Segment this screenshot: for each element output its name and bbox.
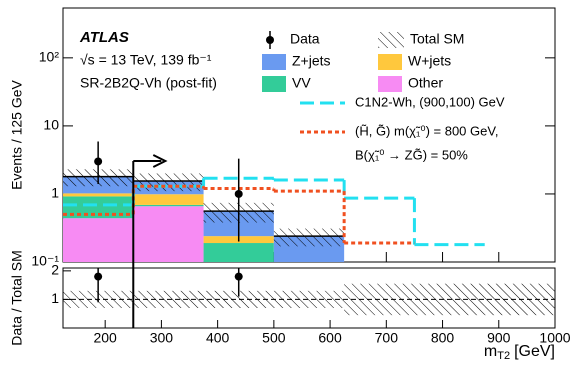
x-tick-label: 800	[431, 330, 455, 346]
legend-label: B(χ̃₁⁰ → ZG̃) = 50%	[355, 147, 468, 162]
y-tick-label: 1	[51, 185, 59, 201]
legend-marker	[378, 54, 402, 70]
y-tick-label: 10	[43, 117, 59, 133]
legend-label: C1N2-Wh, (900,100) GeV	[355, 94, 505, 109]
stack-segment	[63, 193, 134, 197]
data-point	[94, 157, 103, 166]
energy-label: √s = 13 TeV, 139 fb⁻¹	[80, 52, 212, 68]
data-point	[234, 272, 243, 281]
ratio-uncertainty	[273, 290, 345, 308]
x-tick-label: 1000	[539, 330, 570, 346]
y-tick-label: 10⁻¹	[31, 253, 59, 269]
y-tick-label: 10²	[39, 49, 60, 65]
x-label-main: m	[484, 343, 497, 360]
legend-marker	[378, 76, 402, 92]
stack-segment	[133, 194, 204, 205]
y-tick-label: 2	[51, 262, 59, 278]
stack-segment	[63, 196, 134, 219]
experiment-label: ATLAS	[79, 29, 129, 46]
x-tick-label: 300	[150, 330, 174, 346]
stack-segment	[133, 206, 204, 262]
stack-segment	[63, 218, 134, 262]
legend-label: W+jets	[408, 53, 451, 69]
legend-label: Total SM	[410, 31, 464, 47]
y-axis-label: Events / 125 GeV	[9, 79, 25, 189]
legend-marker	[262, 76, 286, 92]
x-label-unit: [GeV]	[514, 343, 555, 360]
sm-uncertainty	[273, 228, 345, 247]
cut-arrowhead	[152, 154, 168, 168]
stack-segment	[133, 204, 204, 207]
x-label-sub: T2	[497, 350, 510, 362]
x-tick-label: 500	[262, 330, 286, 346]
legend-marker	[378, 32, 404, 48]
legend-label: VV	[292, 75, 311, 91]
data-point	[94, 272, 103, 281]
x-axis-label: mT2 [GeV]	[484, 343, 555, 362]
x-tick-label: 200	[93, 330, 117, 346]
y-tick-label: 1	[51, 290, 59, 306]
legend-label: (H̃, G̃) m(χ̃₁⁰) = 800 GeV,	[355, 123, 498, 138]
stack-segment	[203, 243, 274, 262]
legend-label: Data	[290, 31, 320, 47]
legend-label: Other	[408, 75, 443, 91]
legend-marker	[262, 54, 286, 70]
x-tick-label: 700	[375, 330, 399, 346]
legend-label: Z+jets	[292, 53, 331, 69]
x-tick-label: 600	[318, 330, 342, 346]
region-label: SR-2B2Q-Vh (post-fit)	[80, 75, 217, 91]
data-point	[234, 189, 243, 198]
x-tick-label: 900	[487, 330, 511, 346]
ratio-uncertainty	[203, 290, 274, 308]
ratio-y-label: Data / Total SM	[9, 250, 25, 345]
x-tick-label: 400	[206, 330, 230, 346]
sm-uncertainty	[133, 173, 204, 192]
